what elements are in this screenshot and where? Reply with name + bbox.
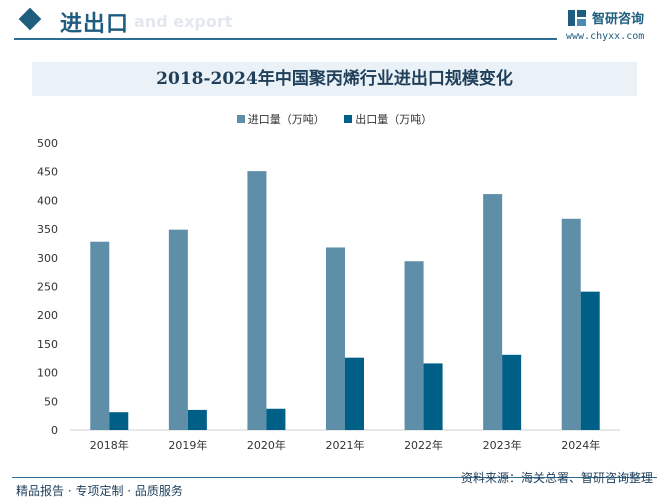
section-title: 进出口: [60, 12, 130, 37]
bar-export: [502, 354, 522, 430]
bar-export: [187, 409, 207, 430]
bar-import: [247, 171, 267, 430]
footer-divider: [12, 477, 657, 478]
x-tick-label: 2023年: [483, 438, 522, 452]
y-tick-label: 500: [37, 137, 58, 150]
x-tick-label: 2018年: [90, 438, 129, 452]
y-tick-label: 300: [37, 252, 58, 265]
legend-item-export: 出口量（万吨）: [344, 111, 432, 127]
legend-label-export: 出口量（万吨）: [355, 113, 433, 126]
bar-export: [345, 357, 364, 430]
bar-export: [109, 412, 129, 430]
chart-legend: 进口量（万吨） 出口量（万吨）: [0, 111, 669, 127]
brand-url: www.chyxx.com: [566, 31, 645, 42]
chart-title: 2018-2024年中国聚丙烯行业进出口规模变化: [156, 69, 513, 89]
legend-swatch-import: [236, 115, 245, 123]
section-subtitle: and export: [134, 12, 233, 31]
y-tick-label: 350: [37, 223, 58, 236]
bar-export: [423, 363, 443, 430]
bar-import: [90, 241, 110, 430]
bar-import: [168, 229, 188, 430]
x-tick-label: 2022年: [404, 438, 443, 452]
x-tick-label: 2020年: [247, 438, 286, 452]
brand-name: 智研咨询: [592, 12, 645, 27]
x-tick-label: 2019年: [168, 438, 207, 452]
y-tick-label: 200: [37, 309, 58, 322]
diamond-icon: [18, 7, 42, 31]
header-divider: [14, 38, 557, 40]
bar-import: [483, 194, 503, 430]
bar-export: [266, 408, 286, 430]
y-tick-label: 0: [51, 424, 58, 437]
bar-export: [580, 291, 600, 430]
y-tick-label: 100: [37, 367, 58, 380]
y-tick-label: 250: [37, 281, 58, 294]
brand-logo-icon: [568, 10, 586, 26]
bar-import: [561, 218, 581, 430]
legend-swatch-export: [344, 115, 353, 123]
x-tick-label: 2024年: [561, 438, 600, 452]
legend-item-import: 进口量（万吨）: [236, 111, 325, 127]
header-bar: 进出口 and export 智研咨询 www.chyxx.com: [0, 0, 669, 44]
footer-source: 资料来源：海关总署、智研咨询整理: [460, 471, 653, 485]
y-tick-label: 400: [37, 194, 58, 207]
legend-label-import: 进口量（万吨）: [247, 113, 325, 126]
bar-import: [404, 261, 424, 430]
x-tick-label: 2021年: [326, 438, 365, 452]
y-tick-label: 450: [37, 166, 58, 179]
bar-chart: 0 50 100 150 200 250 300 350 400 450 500 2018年 2019年…: [37, 137, 620, 452]
y-tick-label: 150: [37, 338, 58, 351]
bar-import: [326, 247, 345, 430]
chart-title-bar: 2018-2024年中国聚丙烯行业进出口规模变化: [32, 62, 637, 96]
y-tick-label: 50: [44, 395, 58, 408]
footer-slogan: 精品报告 · 专项定制 · 品质服务: [16, 484, 183, 498]
